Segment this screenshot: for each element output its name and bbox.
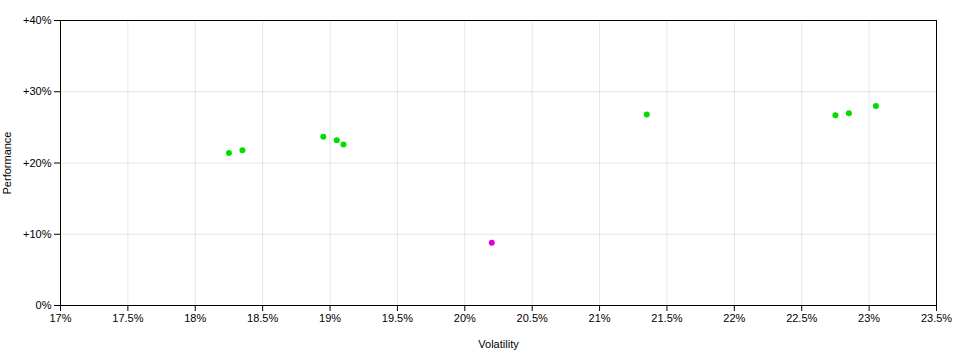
svg-text:19%: 19%: [319, 312, 341, 324]
svg-text:0%: 0%: [36, 299, 52, 311]
svg-text:+20%: +20%: [23, 157, 52, 169]
svg-text:+40%: +40%: [23, 14, 52, 26]
svg-text:17%: 17%: [49, 312, 71, 324]
svg-text:+30%: +30%: [23, 85, 52, 97]
svg-text:18%: 18%: [184, 312, 206, 324]
svg-text:Volatility: Volatility: [478, 338, 519, 350]
svg-text:18.5%: 18.5%: [247, 312, 278, 324]
svg-text:+10%: +10%: [23, 228, 52, 240]
svg-text:21.5%: 21.5%: [651, 312, 682, 324]
svg-text:20.5%: 20.5%: [517, 312, 548, 324]
svg-text:22%: 22%: [723, 312, 745, 324]
svg-text:20%: 20%: [454, 312, 476, 324]
svg-text:22.5%: 22.5%: [786, 312, 817, 324]
svg-text:19.5%: 19.5%: [382, 312, 413, 324]
svg-text:23%: 23%: [858, 312, 880, 324]
svg-text:17.5%: 17.5%: [112, 312, 143, 324]
svg-text:Performance: Performance: [1, 132, 13, 195]
svg-text:21%: 21%: [589, 312, 611, 324]
svg-text:23.5%: 23.5%: [921, 312, 952, 324]
